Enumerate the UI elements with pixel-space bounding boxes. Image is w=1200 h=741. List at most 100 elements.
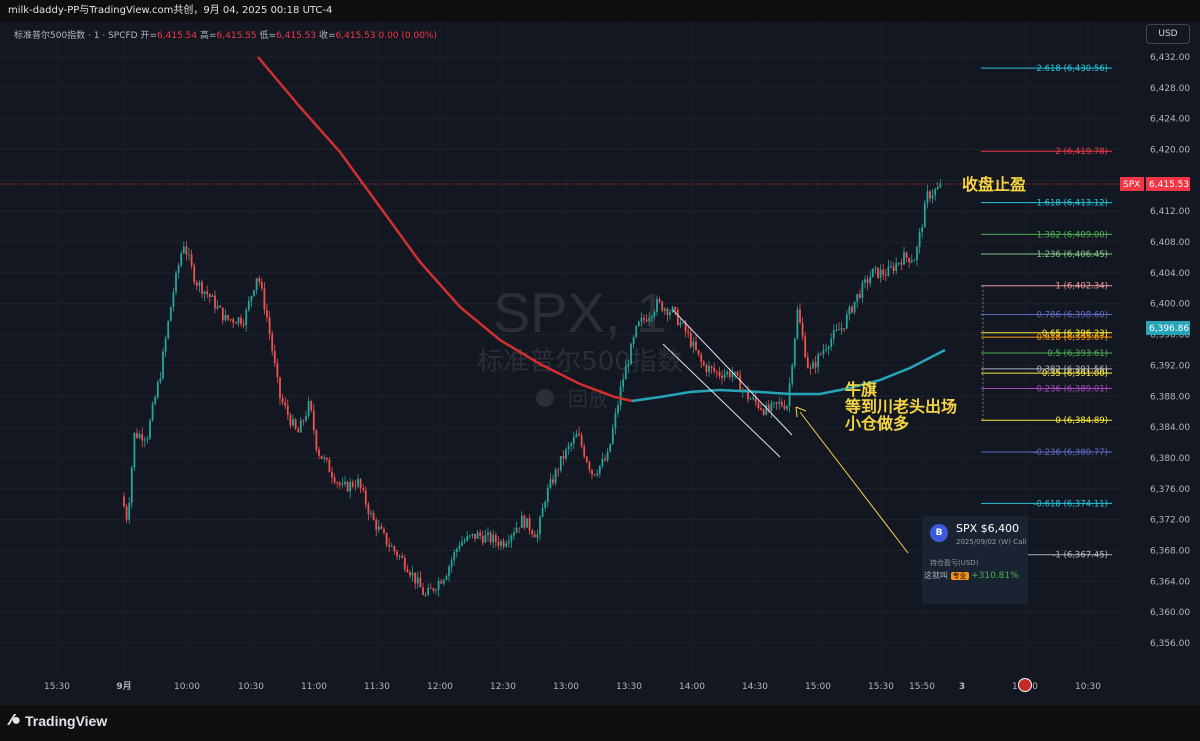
legend-change: 0.00 (0.00%) [378,31,437,41]
price-tick-label: 6,372.00 [1150,516,1190,526]
candle-body [169,306,172,322]
candle-body [349,482,352,492]
candle-body [520,515,523,528]
candle-body [281,398,284,403]
watermark: SPX, 1 标准普尔500指数 回放 [477,281,683,411]
candle-body [341,484,344,485]
candle-body [845,314,848,329]
candle-body [390,546,393,548]
candle-body [679,322,682,326]
candle-body [939,184,942,188]
price-axis-background [1120,22,1200,705]
candle-body [918,232,921,248]
candle-body [611,428,614,444]
position-pl-row: 这就叫 专业 +310.81% [924,570,1019,581]
fib-level-label: 0.236 (6,389.01) [1036,384,1108,394]
candle-body [684,322,687,332]
candle-body [518,527,521,529]
candle-body [364,490,367,505]
price-tick-label: 6,392.00 [1150,361,1190,371]
candle-body [705,365,708,372]
candle-body [762,409,765,415]
candle-body [427,587,430,595]
candle-body [929,191,931,199]
candle-body [702,361,705,366]
candle-body [879,269,882,278]
candle-body [682,322,684,324]
candle-body [481,535,484,543]
candle-body [497,541,500,546]
candle-body [146,438,149,440]
bull-flag-line-1: 牛旗 [845,380,878,399]
price-tick-label: 6,400.00 [1150,300,1190,310]
price-chart[interactable]: SPX, 1 标准普尔500指数 回放 2.618 (6,430.56) 2 (6… [0,22,1200,705]
candle-body [403,557,406,570]
candle-body [822,350,825,355]
candle-body [432,588,435,591]
candle-body [585,456,588,463]
tradingview-logo[interactable]: ⁄⁄● TradingView [10,712,107,730]
candle-body [752,397,755,399]
currency-button[interactable]: USD [1146,24,1190,44]
price-tick-label: 6,356.00 [1150,639,1190,649]
candle-body [370,513,372,514]
candle-body [858,294,861,298]
candle-body [923,203,926,228]
candle-body [442,579,445,584]
price-tick-label: 6,428.00 [1150,84,1190,94]
candle-body [747,390,749,400]
candle-body [669,311,671,316]
price-tick-label: 6,376.00 [1150,485,1190,495]
candle-body [570,443,573,446]
candle-body [773,402,775,404]
price-axis[interactable]: 6,432.006,428.006,424.006,420.006,416.00… [1120,22,1200,705]
last-price-tag [1146,176,1190,191]
candle-body [154,397,157,405]
candle-body [159,378,162,383]
time-axis[interactable]: 15:30 9月 10:00 10:30 11:00 11:30 12:00 12:30 13:… [0,673,1120,705]
candle-body [367,504,370,514]
candle-body [892,266,895,271]
legend-open: 6,415.54 [157,31,198,41]
candle-body [435,589,437,591]
fib-level-label: 0.618 (6,395.67) [1036,333,1108,343]
us-flag-icon[interactable] [1018,678,1032,692]
legend-symbol[interactable]: 标准普尔500指数 · 1 · SPCFD [14,31,138,41]
annotation-arrows [795,406,909,554]
candle-body [515,527,518,533]
fib-level-label: 1.382 (6,409.00) [1036,230,1108,240]
candle-body [466,535,469,541]
candle-body [133,432,136,468]
candle-body [138,434,141,439]
candle-body [302,420,305,422]
position-user: 这就叫 [924,571,948,580]
candle-body [604,458,606,461]
candle-body [471,534,474,536]
candle-body [695,341,697,351]
chart-area[interactable]: SPX, 1 标准普尔500指数 回放 2.618 (6,430.56) 2 (6… [0,22,1200,705]
candle-body [861,282,864,298]
candle-body [398,556,401,557]
candle-body [832,330,835,339]
moving-average-down-segment [257,56,633,403]
candle-body [190,254,193,266]
candle-body [185,246,188,255]
fibonacci-extension[interactable]: 2.618 (6,430.56) 2 (6,419.78) 1.618 (6,413… [981,64,1112,561]
candle-body [653,311,656,317]
position-gain: +310.81% [971,571,1019,581]
candle-body [375,520,378,530]
candle-body [193,265,196,283]
time-tick-label: 13:30 [616,682,642,692]
candle-body [172,292,175,307]
fib-level-label: 0.65 (6,396.23) [1042,329,1108,339]
last-price-label: 6,415.53 [1149,180,1189,190]
time-tick-label: 10:30 [238,682,264,692]
price-tick-label: 6,380.00 [1150,454,1190,464]
candle-body [840,328,843,331]
tradingview-logo-text: TradingView [25,713,108,729]
candle-body [164,338,167,352]
arrow-line [799,411,909,554]
candle-body [502,541,505,547]
price-tick-label: 6,368.00 [1150,546,1190,556]
candle-body [575,434,578,438]
